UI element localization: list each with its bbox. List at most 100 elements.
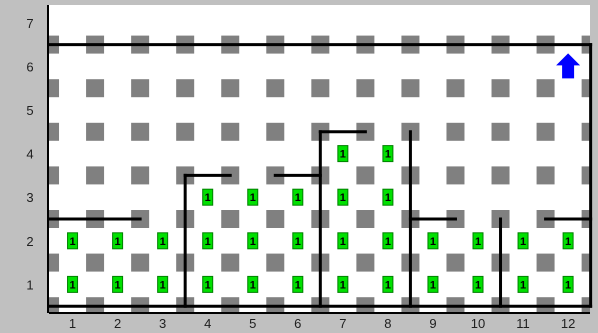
beeper: 1 [517, 232, 529, 250]
corner-post [356, 166, 375, 185]
corner-post [311, 79, 330, 98]
beeper: 1 [202, 188, 214, 206]
beeper-tile [382, 232, 394, 250]
beeper-count: 1 [340, 192, 346, 204]
x-tick-label: 10 [471, 316, 485, 331]
corner-post [446, 122, 465, 141]
beeper-count: 1 [475, 279, 481, 291]
beeper: 1 [517, 275, 529, 293]
beeper-tile [247, 232, 259, 250]
beeper-tile [517, 232, 529, 250]
beeper-tile [562, 232, 574, 250]
x-tick-label: 3 [159, 316, 166, 331]
beeper: 1 [247, 188, 259, 206]
beeper: 1 [112, 275, 124, 293]
corner-post [356, 210, 375, 228]
corner-posts [49, 35, 590, 312]
corner-post [536, 166, 555, 185]
beeper-tile [67, 232, 79, 250]
x-tick-label: 12 [561, 316, 575, 331]
y-tick-label: 4 [26, 147, 33, 162]
beeper-count: 1 [385, 192, 391, 204]
beeper: 1 [67, 275, 79, 293]
beeper: 1 [427, 232, 439, 250]
x-axis: 1 2 3 4 5 6 7 8 9 10 11 12 [49, 312, 590, 331]
walls [48, 43, 593, 308]
beeper-count: 1 [250, 236, 256, 248]
corner-post [49, 297, 60, 312]
beeper-count: 1 [565, 279, 571, 291]
beeper-count: 1 [340, 279, 346, 291]
beeper-count: 1 [295, 279, 301, 291]
corner-post [446, 79, 465, 98]
beeper-tile [292, 188, 304, 206]
corner-post [49, 166, 60, 185]
corner-post [131, 253, 150, 272]
y-tick-label: 1 [26, 277, 33, 292]
corner-post [131, 297, 150, 312]
beeper-tile [517, 275, 529, 293]
corner-post [221, 79, 240, 98]
beeper: 1 [292, 232, 304, 250]
corner-post [581, 297, 590, 312]
beeper: 1 [247, 232, 259, 250]
beeper: 1 [562, 232, 574, 250]
corner-post [581, 122, 590, 141]
beeper-tile [67, 275, 79, 293]
beeper-tile [247, 275, 259, 293]
beeper-count: 1 [115, 279, 121, 291]
corner-post [221, 122, 240, 141]
y-axis: 1 2 3 4 5 6 7 [26, 5, 49, 313]
beeper-count: 1 [430, 279, 436, 291]
beeper-tile [562, 275, 574, 293]
beeper-tile [292, 232, 304, 250]
beeper: 1 [472, 275, 484, 293]
y-tick-label: 3 [26, 190, 33, 205]
beeper-count: 1 [340, 149, 346, 161]
beeper-tile [337, 232, 349, 250]
beeper-count: 1 [205, 236, 211, 248]
beeper: 1 [382, 145, 394, 163]
beeper-tile [202, 275, 214, 293]
corner-post [581, 79, 590, 98]
beeper-count: 1 [385, 279, 391, 291]
corner-post [49, 253, 60, 272]
beeper-count: 1 [295, 236, 301, 248]
corner-post [131, 122, 150, 141]
beeper-count: 1 [520, 236, 526, 248]
beeper-tile [157, 232, 169, 250]
robot [556, 53, 581, 79]
y-tick-label: 7 [26, 16, 33, 31]
x-tick-label: 5 [249, 316, 256, 331]
beeper-count: 1 [475, 236, 481, 248]
arrow-up-icon [556, 53, 581, 79]
y-tick-label: 5 [26, 103, 33, 118]
corner-post [86, 166, 105, 185]
corner-post [86, 79, 105, 98]
beeper-count: 1 [69, 279, 75, 291]
corner-post [491, 166, 510, 185]
beeper: 1 [337, 145, 349, 163]
corner-post [581, 253, 590, 272]
beeper-count: 1 [205, 192, 211, 204]
corner-post [266, 122, 285, 141]
beeper-count: 1 [69, 236, 75, 248]
beeper-count: 1 [205, 279, 211, 291]
corner-post [356, 79, 375, 98]
beeper: 1 [382, 275, 394, 293]
corner-post [49, 122, 60, 141]
beeper-tile [382, 188, 394, 206]
beeper-tile [382, 275, 394, 293]
beeper-tile [472, 232, 484, 250]
beeper-count: 1 [385, 149, 391, 161]
x-tick-label: 8 [384, 316, 391, 331]
corner-post [131, 166, 150, 185]
beeper: 1 [472, 232, 484, 250]
beeper: 1 [337, 275, 349, 293]
beeper-tile [337, 188, 349, 206]
beeper: 1 [382, 188, 394, 206]
beeper: 1 [292, 275, 304, 293]
beeper-tile [472, 275, 484, 293]
beeper: 1 [382, 232, 394, 250]
beeper-count: 1 [430, 236, 436, 248]
